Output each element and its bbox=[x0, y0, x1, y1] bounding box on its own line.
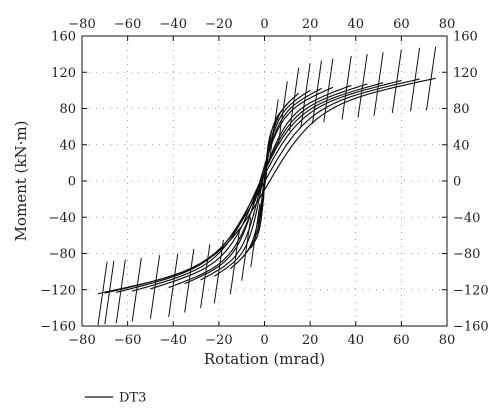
y-tick-label-right-0: −160 bbox=[453, 320, 489, 335]
x-tick-label-bottom-1: −60 bbox=[114, 333, 141, 348]
cycle-3-pos-unload bbox=[289, 67, 300, 132]
y-tick-label-left-4: 0 bbox=[68, 175, 76, 190]
cycle-12-pos-unload bbox=[426, 46, 437, 111]
y-tick-label-right-5: 40 bbox=[453, 138, 470, 153]
cycle-10-pos-unload bbox=[391, 49, 402, 114]
x-tick-label-bottom-5: 20 bbox=[302, 333, 319, 348]
x-tick-label-bottom-4: 0 bbox=[260, 333, 268, 348]
x-tick-label-bottom-2: −40 bbox=[160, 333, 187, 348]
x-tick-label-top-2: −40 bbox=[160, 17, 187, 32]
cycle-8-neg-unload bbox=[149, 255, 161, 319]
y-tick-label-right-3: −40 bbox=[453, 211, 480, 226]
y-tick-label-right-4: 0 bbox=[453, 175, 461, 190]
cycle-12-unloading-branch bbox=[97, 77, 436, 295]
cycle-8-pos-unload bbox=[357, 54, 368, 118]
y-tick-label-left-1: −120 bbox=[40, 283, 76, 298]
axis-ticks bbox=[81, 35, 448, 327]
y-tick-label-right-7: 120 bbox=[453, 66, 478, 81]
y-tick-label-left-6: 80 bbox=[59, 102, 76, 117]
y-tick-label-right-2: −80 bbox=[453, 247, 480, 262]
y-tick-label-right-6: 80 bbox=[453, 102, 470, 117]
cycle-7-pos-unload bbox=[341, 55, 352, 120]
y-axis-title: Moment (kN·m) bbox=[12, 121, 30, 242]
cycle-9-pos-unload bbox=[373, 52, 384, 116]
x-tick-label-top-8: 80 bbox=[439, 17, 456, 32]
cycle-1-neg-unload bbox=[250, 203, 261, 268]
cycle-6-pos-unload bbox=[323, 58, 334, 123]
cycle-11-pos-unload bbox=[410, 47, 421, 112]
x-tick-label-bottom-0: −80 bbox=[68, 333, 95, 348]
hysteresis-curves bbox=[97, 46, 437, 326]
y-tick-label-left-2: −80 bbox=[49, 247, 76, 262]
cycle-7-unloading-branch bbox=[168, 84, 352, 288]
cycle-5-neg-unload bbox=[200, 244, 211, 308]
x-tick-label-bottom-8: 80 bbox=[439, 333, 456, 348]
x-tick-label-top-4: 0 bbox=[260, 17, 268, 32]
y-tick-label-left-0: −160 bbox=[40, 320, 76, 335]
cycle-11-unloading-branch bbox=[104, 78, 420, 294]
x-tick-label-top-5: 20 bbox=[302, 17, 319, 32]
cycle-7-neg-unload bbox=[168, 253, 179, 317]
cycle-6-neg-unload bbox=[184, 248, 195, 313]
x-tick-label-top-3: −20 bbox=[205, 17, 232, 32]
cycle-9-neg-unload bbox=[131, 257, 142, 322]
y-tick-label-left-3: −40 bbox=[49, 211, 76, 226]
y-tick-label-right-8: 160 bbox=[453, 30, 478, 45]
y-tick-label-left-5: 40 bbox=[59, 138, 76, 153]
x-tick-label-bottom-6: 40 bbox=[347, 333, 364, 348]
tick-labels: −80 −80 −60 −60 −40 −40 −20 −20 0 0 20 20 40 40 60 60 80… bbox=[40, 17, 488, 348]
x-tick-label-bottom-3: −20 bbox=[205, 333, 232, 348]
cycle-9-unloading-branch bbox=[132, 82, 384, 292]
legend: DT3 bbox=[85, 391, 146, 406]
y-tick-label-right-1: −120 bbox=[453, 283, 489, 298]
x-tick-label-top-6: 40 bbox=[347, 17, 364, 32]
cycle-10-unloading-branch bbox=[116, 80, 402, 293]
x-tick-label-top-0: −80 bbox=[68, 17, 95, 32]
cycle-12-neg-unload bbox=[97, 261, 108, 326]
y-tick-label-left-8: 160 bbox=[51, 30, 76, 45]
cycle-5-pos-unload bbox=[311, 60, 322, 124]
cycle-4-pos-unload bbox=[300, 63, 311, 127]
legend-label-dt3: DT3 bbox=[119, 391, 146, 406]
y-tick-label-left-7: 120 bbox=[51, 66, 76, 81]
cycle-10-neg-unload bbox=[115, 259, 126, 324]
cycle-11-neg-unload bbox=[104, 260, 115, 325]
x-tick-label-top-1: −60 bbox=[114, 17, 141, 32]
x-axis-title: Rotation (mrad) bbox=[204, 350, 325, 368]
x-tick-label-bottom-7: 60 bbox=[393, 333, 410, 348]
x-tick-label-top-7: 60 bbox=[393, 17, 410, 32]
cycle-4-unloading-branch bbox=[214, 89, 311, 277]
